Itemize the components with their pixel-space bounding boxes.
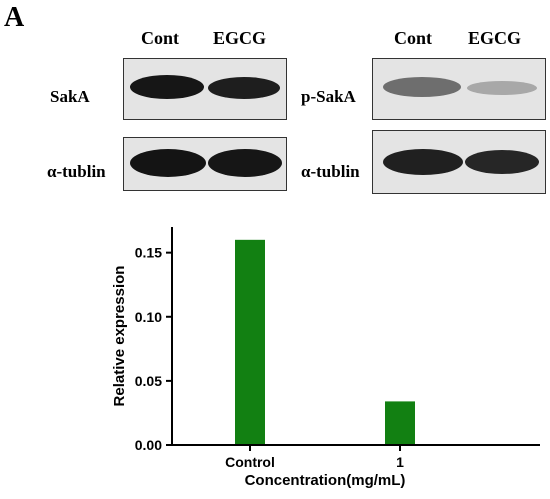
- x-axis-title: Concentration(mg/mL): [245, 472, 406, 489]
- band-left-tublin-egcg: [208, 149, 282, 177]
- y-axis-title: Relative expression: [111, 266, 128, 407]
- bar-chart: 0.00 0.05 0.10 0.15 Control 1 Relative expre…: [111, 227, 540, 489]
- band-right-psaka-egcg: [467, 81, 537, 95]
- right-row-label-tublin: α-tublin: [301, 162, 360, 181]
- left-row-label-tublin: α-tublin: [47, 162, 106, 181]
- y-tick-label: 0.10: [135, 309, 162, 325]
- bar-control: [235, 239, 265, 445]
- right-lane-label-cont: Cont: [394, 28, 433, 48]
- y-tick-label: 0.15: [135, 245, 162, 261]
- band-left-saka-cont: [130, 75, 204, 99]
- y-tick-label: 0.05: [135, 373, 162, 389]
- blot-right-tublin: [372, 130, 546, 194]
- right-lane-label-egcg: EGCG: [468, 28, 522, 48]
- x-tick-label: Control: [225, 454, 275, 470]
- band-right-tublin-cont: [383, 149, 463, 175]
- left-lane-label-cont: Cont: [141, 28, 180, 48]
- blot-left-saka: [123, 58, 287, 120]
- blot-right-psaka: [372, 58, 546, 120]
- band-right-tublin-egcg: [465, 150, 539, 174]
- band-left-saka-egcg: [208, 77, 280, 99]
- blot-left-tublin: [123, 137, 287, 191]
- band-right-psaka-cont: [383, 77, 461, 97]
- panel-letter: A: [4, 2, 25, 33]
- y-tick-label: 0.00: [135, 437, 162, 453]
- x-tick-label: 1: [396, 454, 404, 470]
- right-row-label-psaka: p-SakA: [301, 87, 356, 106]
- left-row-label-saka: SakA: [50, 87, 90, 106]
- left-lane-label-egcg: EGCG: [213, 28, 267, 48]
- bar-1: [385, 401, 415, 445]
- band-left-tublin-cont: [130, 149, 206, 177]
